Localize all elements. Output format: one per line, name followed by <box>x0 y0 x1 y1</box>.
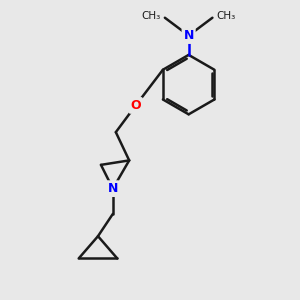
Text: O: O <box>130 99 141 112</box>
Text: N: N <box>184 29 194 42</box>
Text: CH₃: CH₃ <box>141 11 160 21</box>
Text: CH₃: CH₃ <box>217 11 236 21</box>
Text: N: N <box>108 182 118 195</box>
